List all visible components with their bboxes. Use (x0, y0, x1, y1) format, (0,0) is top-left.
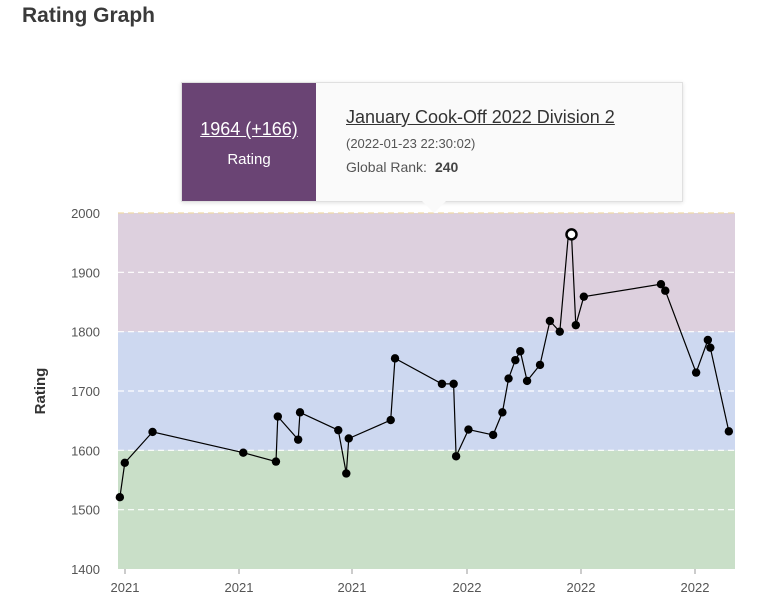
rating-point (545, 316, 555, 326)
rating-point (342, 469, 351, 478)
y-axis: 1400 1500 1600 1700 1800 1900 2000 (71, 206, 100, 577)
rating-point (239, 448, 248, 457)
rating-point (449, 379, 458, 389)
rating-point (273, 412, 283, 421)
contest-tooltip: 1964 (+166) Rating January Cook-Off 2022… (181, 82, 683, 213)
x-tick-label: 2022 (681, 580, 710, 595)
rating-point (148, 427, 157, 437)
rating-point (535, 360, 545, 370)
tooltip-rating-label: Rating (227, 151, 271, 168)
tooltip-pointer (422, 201, 446, 213)
page-title: Rating Graph (22, 4, 156, 27)
y-tick-label: 1600 (71, 443, 100, 458)
tooltip-contest-link[interactable]: January Cook-Off 2022 Division 2 (346, 107, 615, 127)
rating-point (344, 434, 353, 443)
rating-point (386, 415, 395, 425)
rating-point (295, 408, 305, 417)
tooltip-contest-info: January Cook-Off 2022 Division 2 (2022-0… (346, 107, 615, 175)
rating-point (293, 435, 303, 444)
rating-point (571, 320, 581, 330)
rating-point (451, 452, 461, 461)
y-tick-label: 1900 (71, 265, 100, 280)
rating-point (511, 355, 520, 365)
y-tick-label: 1500 (71, 503, 100, 518)
y-tick-label: 1400 (71, 562, 100, 577)
rating-point (115, 493, 125, 502)
x-tick-label: 2021 (111, 580, 140, 595)
x-tick-label: 2022 (453, 580, 482, 595)
x-tick-label: 2022 (567, 580, 596, 595)
y-axis-title: Rating (32, 368, 49, 415)
y-tick-label: 1700 (71, 384, 100, 399)
global-rank-value: 240 (434, 159, 459, 175)
rating-point-highlighted (565, 228, 578, 241)
rating-point (656, 280, 666, 289)
rating-point (706, 343, 715, 352)
rating-point (334, 425, 343, 435)
rating-point (498, 408, 507, 417)
rating-point (120, 458, 129, 467)
y-tick-label: 1800 (71, 325, 100, 340)
rating-point (579, 292, 589, 301)
y-tick-label: 2000 (71, 206, 100, 221)
x-tick-label: 2021 (338, 580, 367, 595)
rating-point (522, 376, 532, 386)
rating-point (661, 286, 670, 295)
rating-point (555, 327, 564, 336)
x-axis: 2021 2021 2021 2022 2022 2022 (111, 569, 710, 595)
chart-grid (118, 212, 735, 511)
tooltip-rating-value[interactable]: 1964 (+166) (200, 119, 298, 139)
rating-point (488, 430, 498, 440)
rating-line (119, 233, 730, 498)
rating-point (516, 347, 525, 356)
rating-points (115, 228, 734, 502)
x-tick-label: 2021 (225, 580, 254, 595)
tooltip-global-rank: Global Rank: 240 (346, 159, 615, 175)
rating-point (390, 354, 400, 363)
tooltip-rating-panel: 1964 (+166) Rating (182, 83, 316, 201)
rating-point (504, 374, 513, 383)
rating-point (271, 457, 281, 466)
rating-point (464, 425, 473, 434)
rating-point (691, 368, 701, 377)
tooltip-contest-date: (2022-01-23 22:30:02) (346, 136, 476, 151)
rating-point (703, 335, 713, 345)
global-rank-label: Global Rank: (346, 159, 427, 175)
rating-point (437, 379, 447, 389)
rating-point (724, 427, 734, 436)
